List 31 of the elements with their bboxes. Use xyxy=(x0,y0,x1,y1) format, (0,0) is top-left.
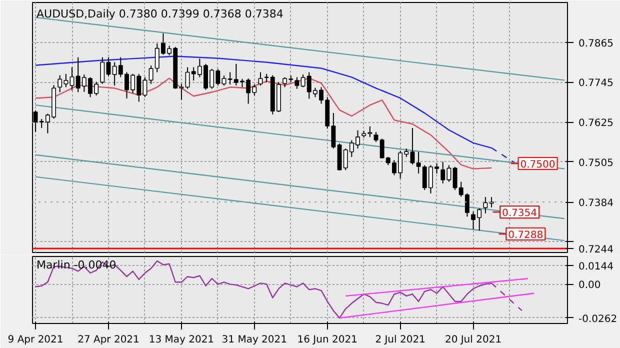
y-tick-label: -0.0262 xyxy=(578,314,618,325)
x-tick-label: 9 Apr 2021 xyxy=(8,334,64,346)
ref-line-label: 0.7244 xyxy=(578,244,614,256)
x-tick-label: 13 May 2021 xyxy=(148,334,214,346)
candlestick xyxy=(258,72,263,86)
x-tick-label: 2 Jul 2021 xyxy=(375,334,426,346)
x-tick-label: 27 Apr 2021 xyxy=(78,334,140,346)
y-tick-label: 0.0144 xyxy=(578,262,614,273)
y-tick-label: 0.7745 xyxy=(578,78,614,90)
candlestick xyxy=(148,65,154,84)
x-tick-label: 31 May 2021 xyxy=(222,334,288,346)
x-tick-label: 20 Jul 2021 xyxy=(444,334,502,346)
y-tick-label: 0.00 xyxy=(578,280,601,292)
y-tick-label: 0.7505 xyxy=(578,158,614,169)
annotation: 0.7354 xyxy=(502,208,538,219)
candlestick xyxy=(294,76,300,90)
x-tick-label: 16 Jun 2021 xyxy=(297,334,358,346)
candlestick xyxy=(489,196,494,208)
annotation: 0.7288 xyxy=(508,230,544,241)
candlestick xyxy=(374,131,378,142)
candlestick xyxy=(222,75,226,86)
ref-line-label: 0.7384 xyxy=(578,198,614,210)
candlestick xyxy=(483,196,488,214)
y-tick-label: 0.7625 xyxy=(578,118,614,130)
candlestick xyxy=(100,56,105,84)
candlestick xyxy=(70,66,74,91)
annotation: 0.7500 xyxy=(520,160,556,171)
chart-title: AUDUSD,Daily 0.7380 0.7399 0.7368 0.7384 xyxy=(36,8,284,20)
y-tick-label: 0.7865 xyxy=(578,38,614,50)
candlestick xyxy=(416,151,421,174)
candlestick xyxy=(368,126,372,138)
